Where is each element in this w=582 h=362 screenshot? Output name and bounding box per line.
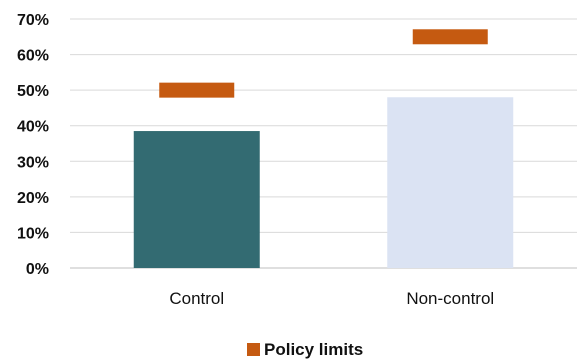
x-axis: Control Non-control (169, 289, 494, 308)
policy-limit-marker (159, 82, 235, 98)
legend-swatch-policy-limits (247, 343, 260, 356)
y-tick-label: 20% (17, 190, 49, 207)
y-tick-label: 50% (17, 83, 49, 100)
x-category-label: Non-control (406, 289, 494, 308)
policy-limit-marker (412, 29, 488, 45)
bars (133, 97, 514, 268)
legend: Policy limits (247, 340, 363, 359)
policy-limit-markers (159, 29, 488, 98)
x-category-label: Control (169, 289, 224, 308)
bar-non-control (387, 97, 514, 268)
y-tick-label: 10% (17, 225, 49, 242)
y-tick-label: 70% (17, 12, 49, 29)
y-axis: 0% 10% 20% 30% 40% 50% 60% 70% (17, 12, 49, 278)
y-tick-label: 60% (17, 48, 49, 65)
y-tick-label: 30% (17, 154, 49, 171)
y-tick-label: 40% (17, 119, 49, 136)
bar-control (133, 131, 260, 268)
legend-label-policy-limits: Policy limits (264, 340, 363, 359)
y-tick-label: 0% (26, 261, 49, 278)
